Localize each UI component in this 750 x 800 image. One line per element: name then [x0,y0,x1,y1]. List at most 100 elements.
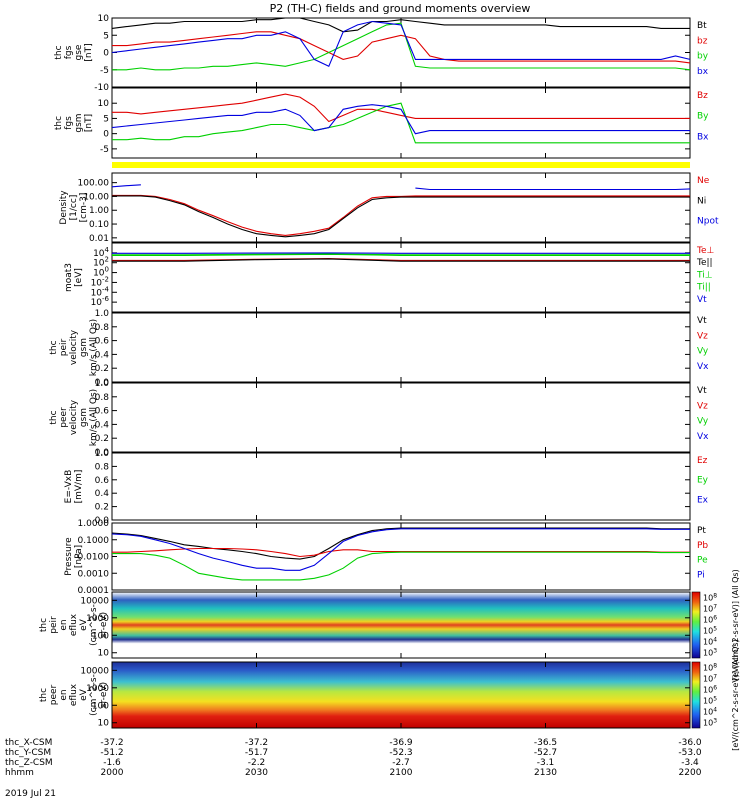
legend-entry: Ey [697,476,709,486]
y-axis-label: (cm^2-s- [89,604,99,646]
y-axis-label: km/s (All Qs) [89,319,99,376]
series-line-Pb [112,547,690,558]
legend-entry: Te|| [696,258,713,268]
y-tick-label: 0.1000 [78,536,110,546]
legend-entry: Vt [697,386,707,396]
x-row-label: thc_Y-CSM [5,748,51,758]
y-axis-label: gse [74,44,84,60]
y-axis-label: gsm [74,113,84,132]
y-axis-label: thc [54,45,64,59]
panel-fgs-gsm: -5 0 5 10 thc fgs gsm [nT] Bz By Bx [54,87,709,159]
legend-entry: Pt [697,526,706,536]
panel-peir-velocity: 0.0 0.2 0.4 0.6 0.8 1.0 thc peir velocity gsm km/s… [49,309,709,388]
x-row-value: -51.7 [245,748,268,758]
y-tick-label: 0.2 [95,364,109,374]
panel-pressure: 0.0001 0.0010 0.0100 0.1000 1.0000 Pressure [n… [64,519,708,596]
panel-frame [111,382,691,453]
y-axis-label: eflux [69,683,79,706]
y-tick-label: 1.0000 [78,519,110,529]
y-axis-label: thc [39,688,49,702]
x-row-value: 2030 [245,768,268,778]
y-tick-label: 10000 [80,666,109,676]
y-axis-label: eflux [69,613,79,636]
y-tick-label: -5 [100,145,109,155]
y-axis-label: [nT] [84,114,94,132]
x-row-value: -52.7 [534,748,557,758]
x-row-value: -51.2 [100,748,123,758]
y-tick-label: 1000 [86,684,109,694]
legend-entry: Vy [697,347,709,357]
legend-entry: by [697,52,709,62]
colorbar-tick-label: 104 [703,707,717,717]
y-axis-label: en [59,619,69,630]
y-axis-label: [1/cc] [69,195,79,221]
y-tick-label: 0.0 [95,378,110,388]
panel-frame [111,312,691,383]
y-tick-label: 0.2 [95,434,109,444]
x-row-value: -3.4 [681,758,699,768]
legend-entry: Vz [697,401,708,411]
series-line-Ti⊥ [112,253,690,256]
x-row-value: -36.0 [678,738,702,748]
y-tick-label: 10 [98,14,110,24]
y-axis-label: peer [59,407,69,428]
legend-entry: Ne [697,176,710,186]
y-tick-label: 0.0001 [78,586,110,596]
x-row-value: 2000 [101,768,124,778]
y-axis-label: velocity [69,329,79,365]
y-axis-label: [eV] [74,268,84,287]
y-tick-label: 0 [103,130,109,140]
y-axis-label: fgs [64,116,74,130]
y-tick-label: 0.6 [95,476,110,486]
series-line-Pt [111,527,690,560]
legend-entry: Pi [697,570,705,580]
x-row-value: 2100 [390,768,413,778]
x-row-value: 2200 [679,768,702,778]
y-tick-label: 0.6 [95,407,110,417]
legend-entry: By [697,112,709,122]
legend-entry: Npot [697,217,719,227]
heatmap-image [112,592,690,658]
series-line-Npot [111,184,691,191]
y-tick-label: 10-4 [91,285,110,298]
y-axis-label: (cm^2-s- [89,674,99,716]
x-row-label: thc_Z-CSM [5,758,53,768]
y-tick-label: 100 [93,266,109,279]
panel-frame [111,172,691,243]
y-tick-label: 0.2 [95,503,109,513]
legend-entry: Pb [697,541,708,551]
y-axis-label: gsm [79,408,89,427]
y-tick-label: 10-2 [91,275,109,288]
y-tick-label: 1.0 [95,379,110,389]
panel-peer-velocity: 0.0 0.2 0.4 0.6 0.8 1.0 thc peer velocity gsm km/s… [49,379,709,458]
y-tick-label: 0.6 [95,337,110,347]
panel-frame [111,87,691,159]
series-line-by [112,22,691,71]
y-axis-label: sr-eV) [99,682,109,708]
y-axis-label: thc [49,340,59,354]
y-axis-label: [nPa] [74,545,84,568]
colorbar [691,661,701,729]
series-line-Bz [112,93,690,123]
y-axis-label: [cm-3] [79,193,89,223]
colorbar-tick-label: 105 [703,626,717,636]
y-tick-label: 100.00 [78,179,110,189]
y-tick-label: 0.01 [89,234,109,244]
x-row-value: -36.9 [389,738,413,748]
series-line-Pi [111,528,690,571]
y-tick-label: 1000 [86,614,109,624]
y-tick-label: 0.4 [95,420,110,430]
panel-frame [111,522,691,591]
legend-entry: Te⊥ [696,246,715,256]
legend-entry: bz [697,36,708,46]
series-line-By [112,102,690,144]
y-tick-label: 10 [98,649,110,659]
y-axis-label: Pressure [64,537,74,576]
series-line-Bx [111,104,690,135]
y-axis-label: [nT] [84,43,94,61]
legend-entry: Ni [697,196,706,206]
y-tick-label: 0.8 [95,393,110,403]
x-row-value: -52.3 [389,748,412,758]
